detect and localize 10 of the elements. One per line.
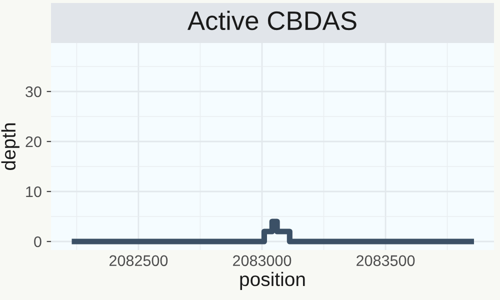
x-tick-label: 2083000 bbox=[233, 255, 292, 266]
x-tick-label: 2083500 bbox=[356, 255, 415, 266]
y-tick-label: 10 bbox=[26, 186, 42, 198]
y-axis-title: depth bbox=[1, 123, 20, 170]
y-tick-label: 20 bbox=[26, 136, 42, 148]
x-axis-title: position bbox=[240, 272, 305, 290]
chart-title: Active CBDAS bbox=[187, 10, 356, 30]
y-tick-label: 0 bbox=[34, 236, 42, 248]
x-tick-label: 2082500 bbox=[109, 255, 168, 266]
y-tick-label: 30 bbox=[26, 86, 42, 98]
